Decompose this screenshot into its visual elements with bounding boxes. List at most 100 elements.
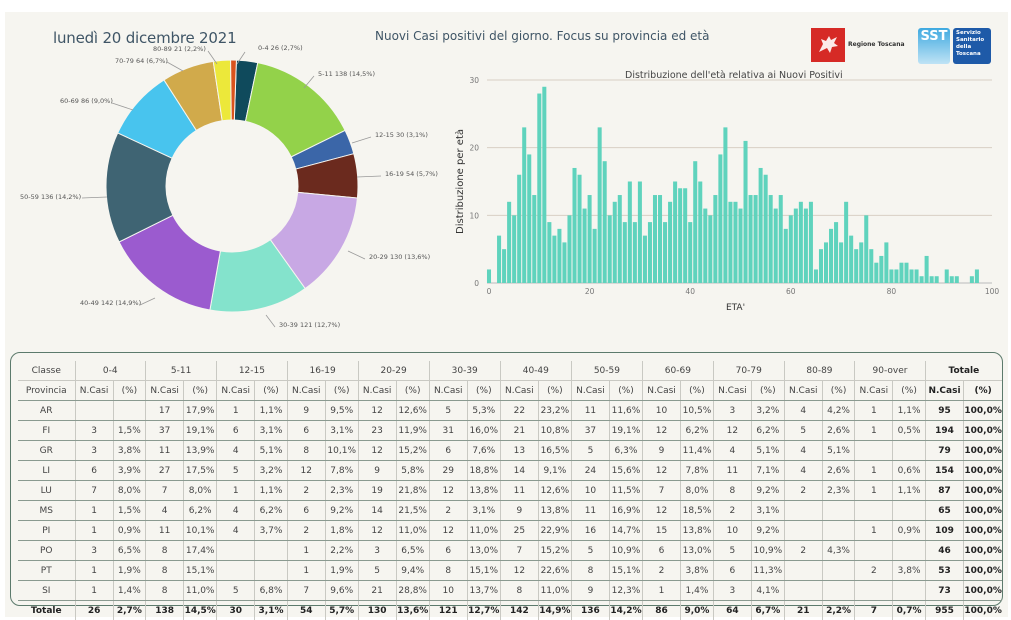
histogram-bar[interactable] xyxy=(542,87,546,283)
pct-cell: 6,2% xyxy=(184,501,217,521)
histogram-bar[interactable] xyxy=(668,202,672,283)
histogram-bar[interactable] xyxy=(910,269,914,283)
histogram-bar[interactable] xyxy=(583,209,587,283)
histogram-bar[interactable] xyxy=(749,195,753,283)
histogram-bar[interactable] xyxy=(920,276,924,283)
histogram-bar[interactable] xyxy=(683,188,687,283)
histogram-bar[interactable] xyxy=(593,229,597,283)
histogram-bar[interactable] xyxy=(879,256,883,283)
histogram-bar[interactable] xyxy=(512,215,516,283)
histogram-bar[interactable] xyxy=(844,202,848,283)
histogram-bar[interactable] xyxy=(869,249,873,283)
histogram-bar[interactable] xyxy=(728,202,732,283)
pct-cell: 5,7% xyxy=(325,601,358,620)
histogram-bar[interactable] xyxy=(562,242,566,283)
histogram-bar[interactable] xyxy=(507,202,511,283)
histogram-bar[interactable] xyxy=(572,168,576,283)
histogram-bar[interactable] xyxy=(950,276,954,283)
histogram-bar[interactable] xyxy=(618,195,622,283)
histogram-bar[interactable] xyxy=(588,195,592,283)
histogram-bar[interactable] xyxy=(884,242,888,283)
histogram-bar[interactable] xyxy=(769,195,773,283)
histogram-bar[interactable] xyxy=(688,222,692,283)
histogram-bar[interactable] xyxy=(759,168,763,283)
histogram-bar[interactable] xyxy=(804,209,808,283)
histogram-bar[interactable] xyxy=(955,276,959,283)
histogram-bar[interactable] xyxy=(522,127,526,283)
histogram-bar[interactable] xyxy=(839,242,843,283)
histogram-bar[interactable] xyxy=(854,249,858,283)
histogram-bar[interactable] xyxy=(653,195,657,283)
histogram-bar[interactable] xyxy=(527,154,531,283)
histogram-bar[interactable] xyxy=(809,202,813,283)
histogram-bar[interactable] xyxy=(849,236,853,283)
pct-cell: 22,6% xyxy=(538,561,571,581)
histogram-bar[interactable] xyxy=(779,195,783,283)
histogram-bar[interactable] xyxy=(970,276,974,283)
histogram-bar[interactable] xyxy=(723,127,727,283)
histogram-bar[interactable] xyxy=(578,175,582,283)
histogram-bar[interactable] xyxy=(935,276,939,283)
histogram-bar[interactable] xyxy=(814,269,818,283)
histogram-bar[interactable] xyxy=(537,94,541,283)
histogram-bar[interactable] xyxy=(789,215,793,283)
histogram-bar[interactable] xyxy=(608,215,612,283)
histogram-bar[interactable] xyxy=(799,202,803,283)
histogram-bar[interactable] xyxy=(744,141,748,283)
histogram-bar[interactable] xyxy=(693,161,697,283)
histogram-bar[interactable] xyxy=(663,222,667,283)
histogram-bar[interactable] xyxy=(794,209,798,283)
histogram-bar[interactable] xyxy=(774,209,778,283)
histogram-bar[interactable] xyxy=(819,249,823,283)
n-casi-cell: 6 xyxy=(287,501,325,521)
histogram-bar[interactable] xyxy=(889,269,893,283)
histogram-bar[interactable] xyxy=(658,195,662,283)
histogram-bar[interactable] xyxy=(864,215,868,283)
histogram-bar[interactable] xyxy=(925,256,929,283)
histogram-bar[interactable] xyxy=(713,195,717,283)
histogram-bar[interactable] xyxy=(673,182,677,284)
histogram-bar[interactable] xyxy=(497,236,501,283)
histogram-bar[interactable] xyxy=(764,175,768,283)
histogram-bar[interactable] xyxy=(829,229,833,283)
histogram-bar[interactable] xyxy=(824,242,828,283)
histogram-bar[interactable] xyxy=(502,249,506,283)
histogram-bar[interactable] xyxy=(603,161,607,283)
histogram-bar[interactable] xyxy=(633,222,637,283)
histogram-bar[interactable] xyxy=(532,195,536,283)
histogram-bar[interactable] xyxy=(598,127,602,283)
histogram-bar[interactable] xyxy=(874,263,878,283)
histogram-bar[interactable] xyxy=(945,269,949,283)
histogram-bar[interactable] xyxy=(784,229,788,283)
histogram-bar[interactable] xyxy=(567,215,571,283)
histogram-bar[interactable] xyxy=(638,182,642,284)
histogram-bar[interactable] xyxy=(628,182,632,284)
histogram-bar[interactable] xyxy=(894,269,898,283)
pct-cell: 1,9% xyxy=(325,561,358,581)
histogram-bar[interactable] xyxy=(915,269,919,283)
histogram-bar[interactable] xyxy=(698,182,702,284)
histogram-bar[interactable] xyxy=(754,195,758,283)
histogram-bar[interactable] xyxy=(718,154,722,283)
histogram-bar[interactable] xyxy=(623,222,627,283)
histogram-bar[interactable] xyxy=(648,222,652,283)
histogram-bar[interactable] xyxy=(930,276,934,283)
histogram-bar[interactable] xyxy=(859,242,863,283)
histogram-bar[interactable] xyxy=(708,215,712,283)
histogram-bar[interactable] xyxy=(738,209,742,283)
histogram-bar[interactable] xyxy=(899,263,903,283)
histogram-bar[interactable] xyxy=(547,222,551,283)
histogram-bar[interactable] xyxy=(557,229,561,283)
histogram-bar[interactable] xyxy=(703,209,707,283)
histogram-bar[interactable] xyxy=(643,236,647,283)
histogram-bar[interactable] xyxy=(904,263,908,283)
histogram-bar[interactable] xyxy=(487,269,491,283)
histogram-bar[interactable] xyxy=(678,188,682,283)
histogram-bar[interactable] xyxy=(733,202,737,283)
histogram-bar[interactable] xyxy=(613,202,617,283)
histogram-bar[interactable] xyxy=(552,236,556,283)
histogram-bar[interactable] xyxy=(834,222,838,283)
histogram-bar[interactable] xyxy=(517,175,521,283)
histogram-bar[interactable] xyxy=(975,269,979,283)
